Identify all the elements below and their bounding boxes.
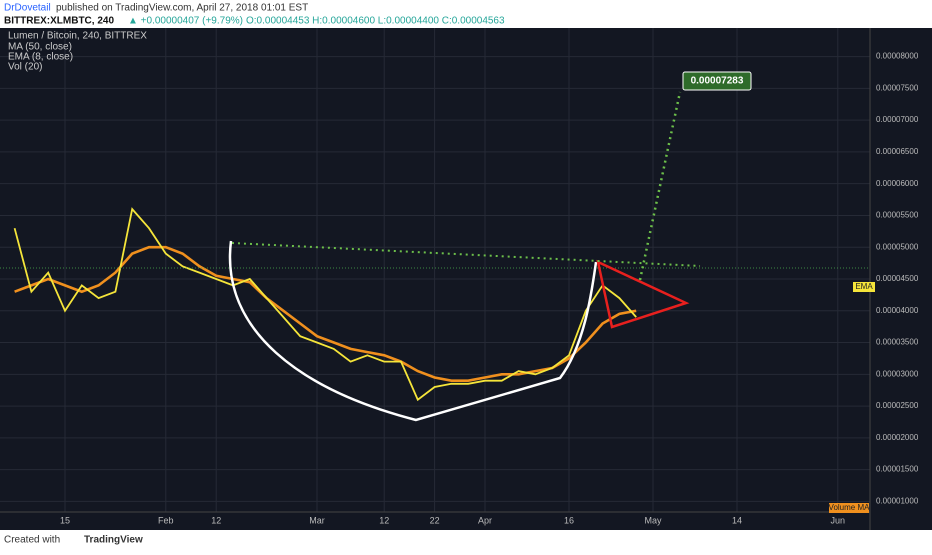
ohlc: O:0.00004453 H:0.00004600 L:0.00004400 C… bbox=[246, 16, 505, 27]
legend-item: Vol (20) bbox=[8, 62, 42, 73]
legend-item: EMA (8, close) bbox=[8, 52, 73, 63]
y-tick-label: 0.00001000 bbox=[876, 497, 919, 506]
x-tick-label: 14 bbox=[732, 515, 742, 525]
series-line bbox=[13, 207, 637, 402]
x-tick-label: Feb bbox=[158, 515, 174, 525]
y-tick-label: 0.00001500 bbox=[876, 465, 919, 474]
published: published on TradingView.com, April 27, … bbox=[56, 3, 308, 14]
series-line bbox=[14, 245, 637, 382]
x-tick-label: 16 bbox=[564, 515, 574, 525]
volume-label-bg bbox=[829, 503, 869, 513]
x-tick-label: 12 bbox=[211, 515, 221, 525]
triangle-drawing bbox=[596, 259, 690, 329]
annotation: 0.00007283 bbox=[691, 76, 744, 87]
y-tick-label: 0.00006500 bbox=[876, 147, 919, 156]
ema-tag bbox=[853, 282, 875, 292]
x-tick-label: Jun bbox=[831, 515, 846, 525]
y-tick-label: 0.00002000 bbox=[876, 433, 919, 442]
y-tick-label: 0.00005500 bbox=[876, 211, 919, 220]
x-tick-label: 12 bbox=[379, 515, 389, 525]
footer-created: Created with bbox=[4, 535, 60, 546]
x-tick-label: 22 bbox=[430, 515, 440, 525]
y-tick-label: 0.00003500 bbox=[876, 338, 919, 347]
symbol: BITTREX:XLMBTC, 240 bbox=[4, 16, 114, 27]
footer-brand[interactable]: TradingView bbox=[84, 535, 143, 546]
author[interactable]: DrDovetail bbox=[4, 3, 51, 14]
y-tick-label: 0.00006000 bbox=[876, 179, 919, 188]
y-tick-label: 0.00007000 bbox=[876, 115, 919, 124]
x-tick-label: 15 bbox=[60, 515, 70, 525]
ema-tag-label: EMA bbox=[855, 282, 873, 291]
change: ▲ +0.00000407 (+9.79%) bbox=[128, 16, 243, 27]
legend-item: MA (50, close) bbox=[8, 42, 72, 53]
y-tick-label: 0.00004000 bbox=[876, 306, 919, 315]
x-tick-label: Apr bbox=[478, 515, 492, 525]
x-tick-label: May bbox=[644, 515, 662, 525]
volume-label: Volume MA bbox=[829, 503, 871, 512]
cup-drawing bbox=[228, 240, 598, 422]
annotation-box bbox=[682, 71, 752, 91]
neckline bbox=[231, 242, 701, 267]
legend-title: Lumen / Bitcoin, 240, BITTREX bbox=[8, 31, 147, 42]
y-tick-label: 0.00002500 bbox=[876, 401, 919, 410]
target-line bbox=[638, 91, 682, 281]
y-tick-label: 0.00008000 bbox=[876, 52, 919, 61]
lines bbox=[13, 207, 637, 402]
x-tick-label: Mar bbox=[309, 515, 325, 525]
y-tick-label: 0.00003000 bbox=[876, 369, 919, 378]
y-tick-label: 0.00004500 bbox=[876, 274, 919, 283]
y-tick-label: 0.00007500 bbox=[876, 83, 919, 92]
grid bbox=[0, 28, 870, 512]
y-tick-label: 0.00005000 bbox=[876, 242, 919, 251]
